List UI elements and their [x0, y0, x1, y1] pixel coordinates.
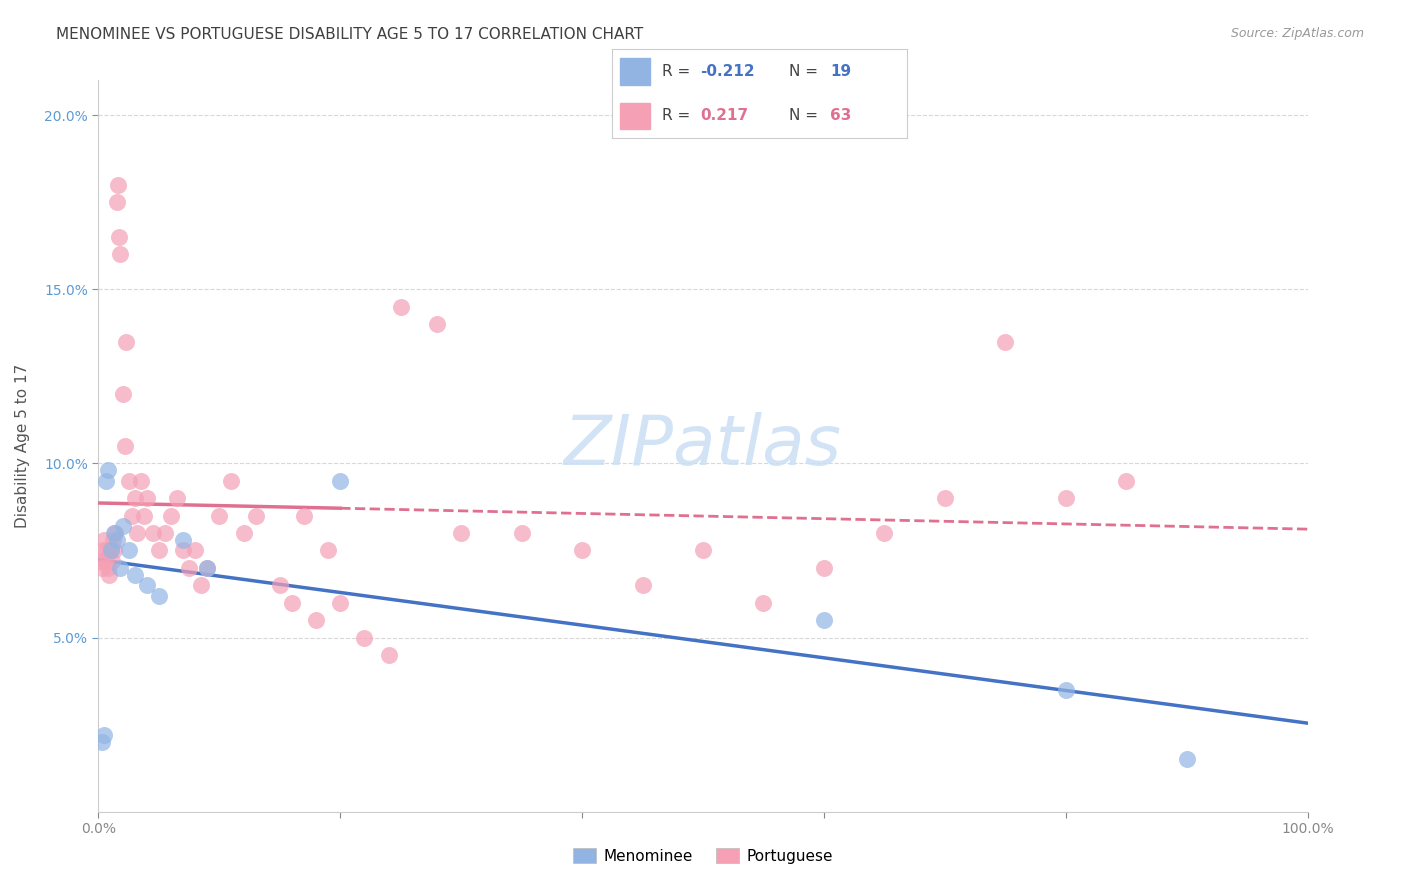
Point [166, 491, 188, 506]
Point [692, 543, 714, 558]
Point [90, 554, 112, 568]
Point [124, 567, 146, 582]
Point [353, 631, 375, 645]
Point [232, 526, 254, 541]
Point [121, 508, 143, 523]
Legend: Menominee, Portuguese: Menominee, Portuguese [567, 842, 839, 870]
Point [510, 526, 533, 541]
Point [100, 543, 122, 558]
Point [94, 474, 117, 488]
Point [172, 533, 194, 547]
Point [221, 474, 243, 488]
Point [94, 554, 117, 568]
Text: MENOMINEE VS PORTUGUESE DISABILITY AGE 5 TO 17 CORRELATION CHART: MENOMINEE VS PORTUGUESE DISABILITY AGE 5… [56, 27, 644, 42]
Point [127, 526, 149, 541]
Point [1054, 682, 1077, 697]
Point [96, 543, 118, 558]
Point [108, 561, 131, 575]
Point [1175, 752, 1198, 766]
Y-axis label: Disability Age 5 to 17: Disability Age 5 to 17 [15, 364, 31, 528]
Point [148, 543, 170, 558]
Point [813, 613, 835, 627]
Text: N =: N = [789, 64, 823, 78]
Point [97, 463, 120, 477]
Point [135, 578, 157, 592]
Point [160, 508, 183, 523]
Point [129, 474, 152, 488]
Point [190, 578, 212, 592]
Point [153, 526, 176, 541]
Point [172, 543, 194, 558]
Point [1115, 474, 1137, 488]
Point [118, 474, 141, 488]
Point [195, 561, 218, 575]
Point [631, 578, 654, 592]
Text: -0.212: -0.212 [700, 64, 755, 78]
Point [124, 491, 146, 506]
Text: N =: N = [789, 109, 823, 123]
Point [316, 543, 339, 558]
Point [752, 596, 775, 610]
Point [98, 567, 121, 582]
Point [142, 526, 165, 541]
Point [108, 247, 131, 261]
Point [389, 300, 412, 314]
Point [114, 439, 136, 453]
Point [134, 508, 156, 523]
Point [135, 491, 157, 506]
Text: 0.217: 0.217 [700, 109, 748, 123]
Point [93, 728, 115, 742]
Point [292, 508, 315, 523]
Point [184, 543, 207, 558]
Text: 63: 63 [830, 109, 852, 123]
Point [450, 526, 472, 541]
Point [305, 613, 328, 627]
Point [377, 648, 399, 662]
Bar [620, 58, 650, 85]
Point [91, 543, 114, 558]
Point [873, 526, 896, 541]
Text: ZIPatlas: ZIPatlas [564, 412, 842, 480]
Point [108, 230, 131, 244]
Text: R =: R = [662, 109, 700, 123]
Point [103, 526, 125, 541]
Point [245, 508, 267, 523]
Bar [620, 103, 650, 129]
Point [329, 596, 352, 610]
Point [105, 533, 128, 547]
Point [179, 561, 201, 575]
Point [100, 554, 122, 568]
Point [115, 334, 138, 349]
Point [813, 561, 835, 575]
Text: Source: ZipAtlas.com: Source: ZipAtlas.com [1230, 27, 1364, 40]
Point [148, 589, 170, 603]
Text: 19: 19 [830, 64, 851, 78]
Point [281, 596, 304, 610]
Point [104, 526, 127, 541]
Point [100, 543, 122, 558]
Point [93, 533, 115, 547]
Point [426, 317, 449, 331]
Point [103, 543, 125, 558]
Point [571, 543, 593, 558]
Point [1054, 491, 1077, 506]
Point [107, 178, 129, 192]
Point [105, 195, 128, 210]
Point [118, 543, 141, 558]
Point [91, 735, 114, 749]
Point [994, 334, 1017, 349]
Point [101, 533, 124, 547]
Point [329, 474, 352, 488]
Text: R =: R = [662, 64, 695, 78]
Point [91, 561, 114, 575]
Point [111, 519, 134, 533]
Point [111, 386, 134, 401]
Point [269, 578, 291, 592]
Point [208, 508, 231, 523]
Point [934, 491, 956, 506]
Point [195, 561, 218, 575]
Point [97, 561, 120, 575]
